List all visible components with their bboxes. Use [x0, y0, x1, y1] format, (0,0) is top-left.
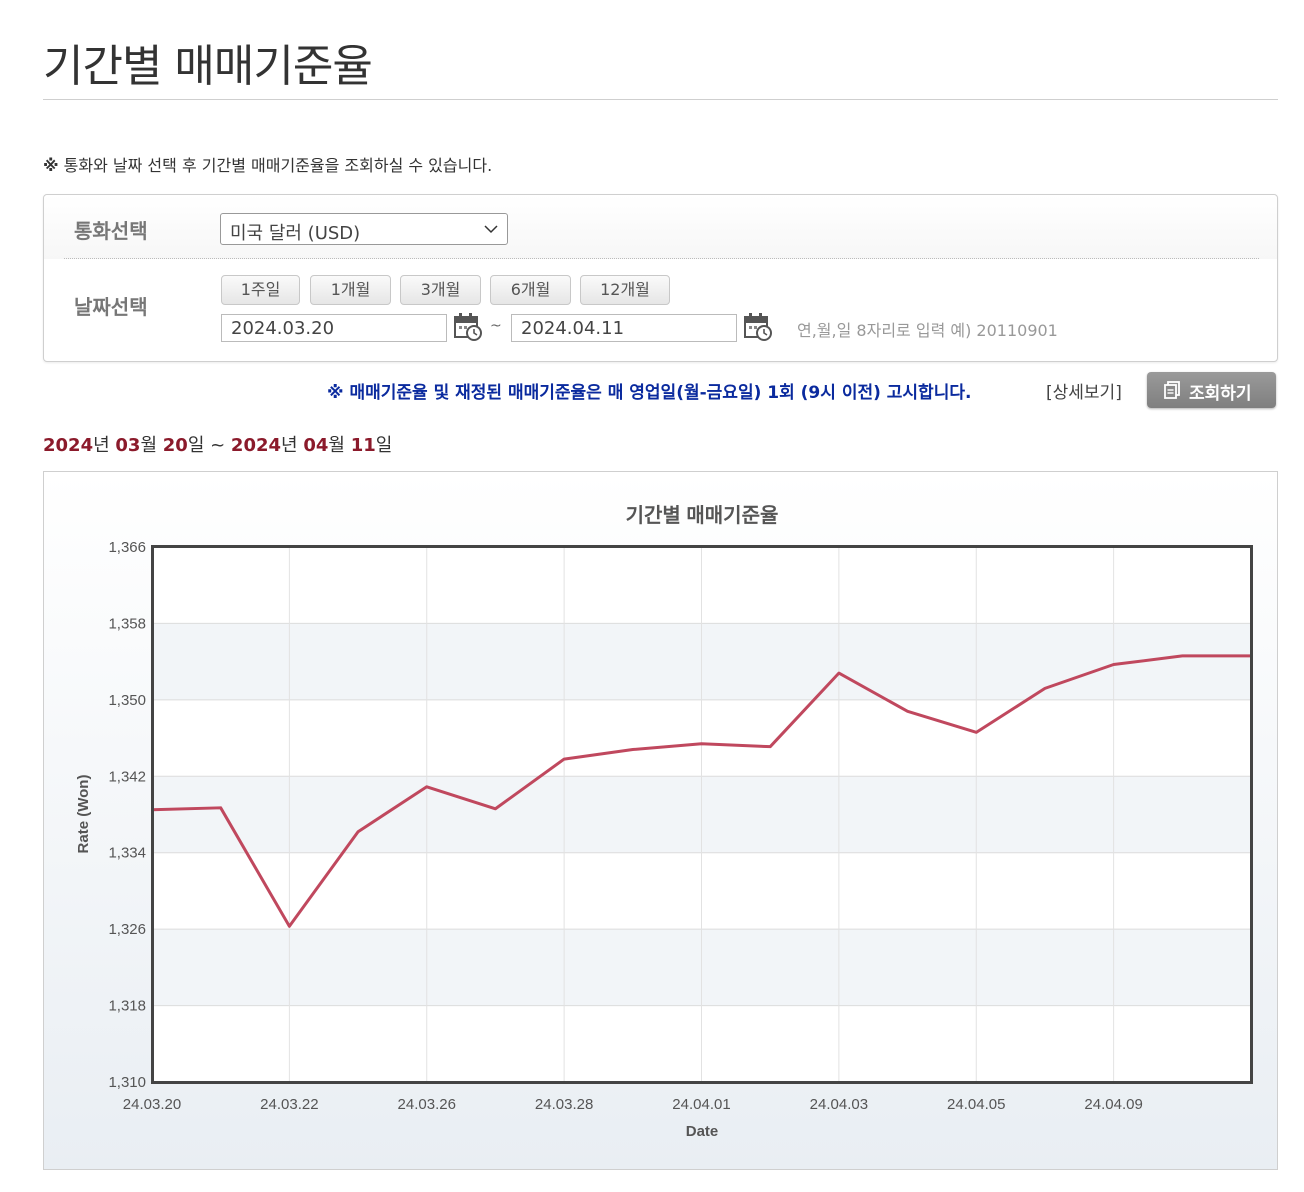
filter-panel: 통화선택 미국 달러 (USD) 날짜선택 1주일 1개월 3개월 6개월 12…	[43, 194, 1278, 362]
selected-period: 2024년 03월 20일 ~ 2024년 04월 11일	[43, 431, 392, 457]
chevron-down-icon	[484, 225, 498, 234]
x-tick-label: 24.03.20	[123, 1096, 181, 1113]
calendar-icon[interactable]	[453, 312, 483, 342]
y-tick-label: 1,350	[108, 692, 146, 709]
period-button-1week[interactable]: 1주일	[221, 275, 300, 305]
y-tick-label: 1,342	[108, 768, 146, 785]
period-unit: 월	[140, 435, 163, 456]
y-tick-label: 1,366	[108, 539, 146, 556]
x-axis-ticks: 24.03.20 24.03.22 24.03.26 24.03.28 24.04.01…	[123, 1096, 1143, 1113]
search-button-label: 조회하기	[1189, 384, 1252, 404]
document-icon	[1164, 381, 1180, 399]
period-unit: 년	[93, 435, 116, 456]
period-month-start: 03	[115, 435, 141, 456]
date-range-separator: ~	[490, 318, 502, 334]
period-button-6months[interactable]: 6개월	[490, 275, 571, 305]
notice-message: 통화와 날짜 선택 후 기간별 매매기준율을 조회하실 수 있습니다.	[63, 156, 493, 175]
y-tick-label: 1,318	[108, 998, 146, 1015]
rate-series-line	[151, 654, 1251, 928]
y-axis-ticks: 1,310 1,318 1,326 1,334 1,342 1,350 1,358 1,366	[108, 539, 146, 1091]
calendar-icon[interactable]	[743, 312, 773, 342]
period-year-end: 2024	[230, 435, 282, 456]
announcement-text: ※ 매매기준율 및 재정된 매매기준율은 매 영업일(월-금요일) 1회 (9시…	[327, 383, 972, 403]
x-axis-label: Date	[686, 1123, 719, 1140]
y-axis-label: Rate (Won)	[75, 775, 92, 854]
period-unit: 년	[281, 435, 304, 456]
period-button-3months[interactable]: 3개월	[400, 275, 481, 305]
x-tick-label: 24.03.28	[535, 1096, 593, 1113]
title-divider	[43, 99, 1278, 100]
x-tick-label: 24.04.09	[1084, 1096, 1142, 1113]
currency-select-value: 미국 달러 (USD)	[230, 223, 361, 244]
x-tick-label: 24.03.22	[260, 1096, 318, 1113]
detail-link[interactable]: [상세보기]	[1046, 383, 1122, 403]
x-tick-label: 24.04.01	[672, 1096, 730, 1113]
period-unit: 일	[375, 435, 393, 456]
period-button-1month[interactable]: 1개월	[310, 275, 391, 305]
period-month-end: 04	[303, 435, 329, 456]
notice-text: ※ 통화와 날짜 선택 후 기간별 매매기준율을 조회하실 수 있습니다.	[43, 152, 492, 176]
page-title: 기간별 매매기준율	[43, 41, 373, 92]
period-day-start: 20	[162, 435, 188, 456]
y-tick-label: 1,334	[108, 845, 146, 862]
chart-title: 기간별 매매기준율	[626, 504, 779, 527]
start-date-input[interactable]: 2024.03.20	[221, 314, 447, 342]
end-date-input[interactable]: 2024.04.11	[511, 314, 737, 342]
date-format-hint: 연,월,일 8자리로 입력 예) 20110901	[797, 321, 1058, 340]
notice-mark: ※	[43, 156, 59, 175]
period-day-end: 11	[350, 435, 376, 456]
search-button[interactable]: 조회하기	[1147, 372, 1276, 408]
chart-panel: 기간별 매매기준율 1,310 1,318 1,326 1,334 1,342 1,350…	[43, 471, 1278, 1170]
plot-frame	[151, 545, 1253, 1084]
x-tick-label: 24.04.03	[810, 1096, 868, 1113]
date-label: 날짜선택	[74, 295, 148, 319]
y-tick-label: 1,326	[108, 921, 146, 938]
chart-series	[151, 654, 1251, 928]
y-tick-label: 1,358	[108, 615, 146, 632]
period-year-start: 2024	[43, 435, 94, 456]
currency-select[interactable]: 미국 달러 (USD)	[220, 213, 508, 245]
period-unit: 일 ~	[187, 435, 231, 456]
period-unit: 월	[328, 435, 351, 456]
row-divider	[64, 258, 1259, 259]
x-tick-label: 24.04.05	[947, 1096, 1005, 1113]
rate-line-chart: 기간별 매매기준율 1,310 1,318 1,326 1,334 1,342 1,350…	[75, 504, 1253, 1140]
y-tick-label: 1,310	[108, 1074, 146, 1091]
period-button-12months[interactable]: 12개월	[580, 275, 670, 305]
x-tick-label: 24.03.26	[398, 1096, 456, 1113]
currency-label: 통화선택	[74, 219, 148, 243]
